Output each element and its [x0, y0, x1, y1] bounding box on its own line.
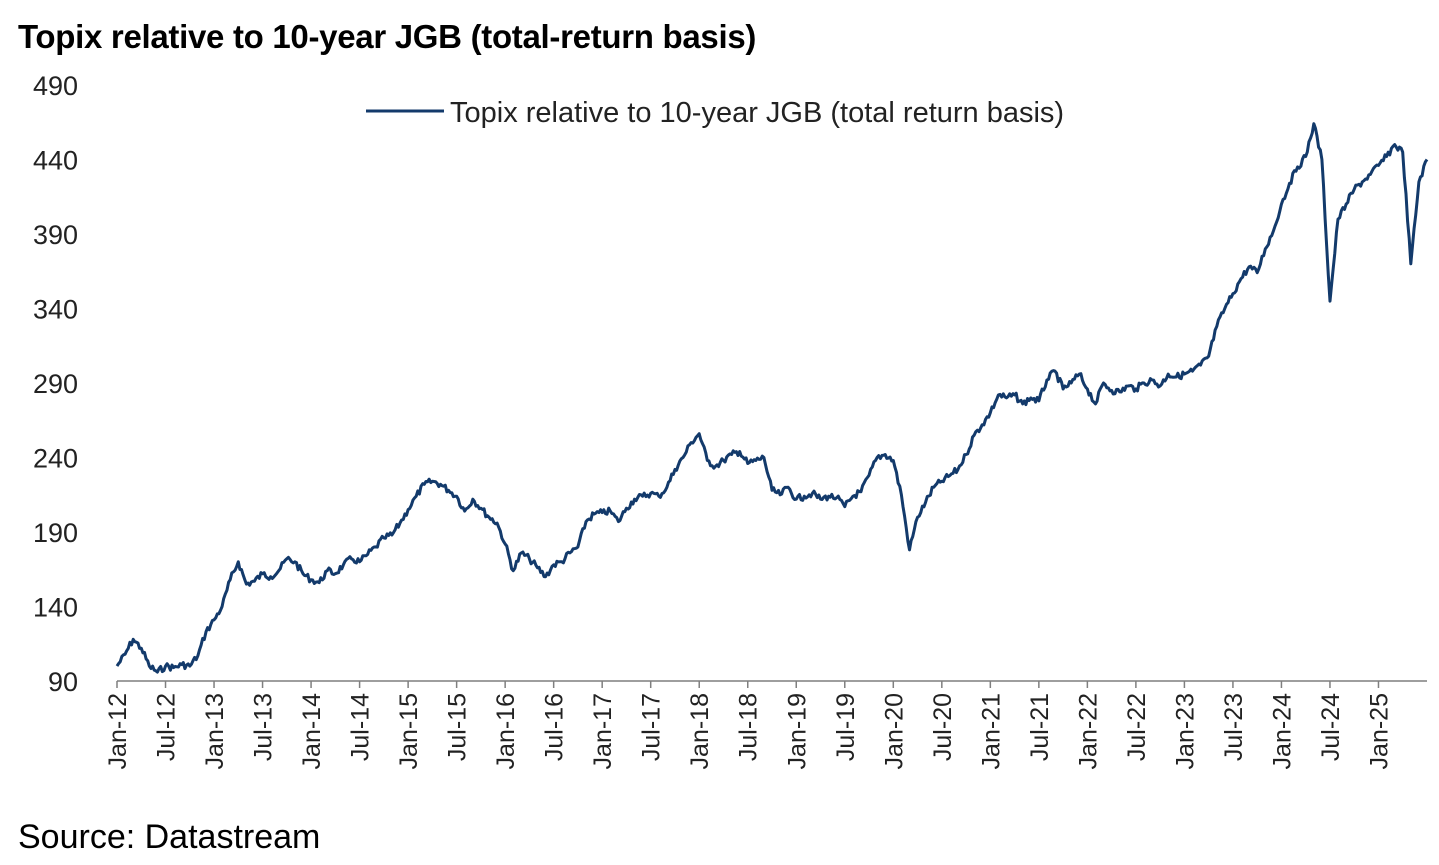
x-axis-ticks	[116, 681, 1380, 688]
y-tick-label: 140	[33, 593, 78, 623]
x-tick-label: Jul-15	[444, 693, 472, 761]
y-tick-label: 190	[33, 518, 78, 548]
series-line	[115, 122, 1429, 674]
x-tick-label: Jul-18	[735, 693, 763, 761]
x-tick-label: Jul-20	[929, 693, 957, 761]
x-tick-label: Jul-12	[153, 693, 181, 761]
x-tick-label: Jul-17	[638, 693, 666, 761]
x-tick-label: Jan-17	[589, 693, 617, 769]
source-note: Source: Datastream	[18, 818, 321, 856]
y-axis-tick-labels: 90 140 190 240 290 340 390 440 490	[33, 71, 78, 697]
y-tick-label: 90	[48, 667, 78, 697]
x-tick-label: Jan-12	[104, 693, 132, 769]
y-tick-label: 490	[33, 71, 78, 101]
x-tick-label: Jan-24	[1268, 693, 1296, 770]
x-tick-label: Jan-14	[298, 693, 326, 770]
y-tick-label: 340	[33, 295, 78, 325]
x-tick-label: Jan-21	[977, 693, 1005, 769]
x-tick-label: Jan-20	[880, 693, 908, 769]
x-tick-label: Jul-21	[1026, 693, 1054, 761]
x-tick-label: Jan-23	[1171, 693, 1199, 769]
x-tick-label: Jul-23	[1220, 693, 1248, 761]
y-tick-label: 390	[33, 220, 78, 250]
x-tick-label: Jul-22	[1123, 693, 1151, 761]
legend: Topix relative to 10-year JGB (total ret…	[366, 97, 1064, 129]
y-tick-label: 440	[33, 146, 78, 176]
legend-label: Topix relative to 10-year JGB (total ret…	[450, 97, 1064, 129]
x-tick-label: Jul-16	[541, 693, 569, 761]
x-tick-label: Jul-24	[1317, 693, 1345, 761]
x-tick-label: Jan-15	[395, 693, 423, 769]
y-tick-label: 240	[33, 444, 78, 474]
x-tick-label: Jul-19	[832, 693, 860, 761]
x-tick-label: Jan-19	[783, 693, 811, 769]
x-tick-label: Jul-13	[250, 693, 278, 761]
x-tick-label: Jan-18	[686, 693, 714, 769]
x-axis-tick-labels: Jan-12 Jul-12 Jan-13 Jul-13 Jan-14 Jul-14 Jan-…	[104, 693, 1393, 770]
x-tick-label: Jul-14	[347, 693, 375, 761]
x-tick-label: Jan-25	[1365, 693, 1393, 769]
x-tick-label: Jan-16	[492, 693, 520, 769]
chart-title: Topix relative to 10-year JGB (total-ret…	[18, 18, 757, 55]
x-tick-label: Jan-22	[1074, 693, 1102, 769]
x-tick-label: Jan-13	[201, 693, 229, 769]
y-tick-label: 290	[33, 369, 78, 399]
